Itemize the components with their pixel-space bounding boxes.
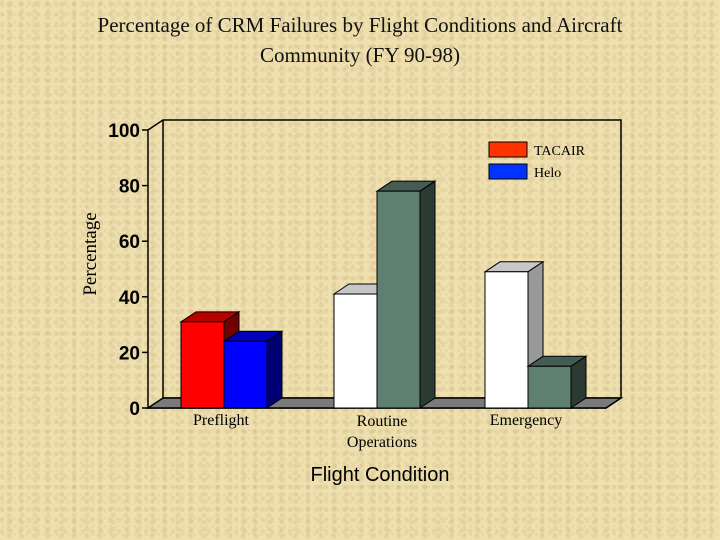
- y-tick-label: 20: [119, 343, 140, 364]
- category-label: Operations: [347, 434, 417, 451]
- bar-front: [484, 271, 529, 409]
- bar-front: [527, 365, 572, 409]
- y-tick-label: 60: [119, 232, 140, 253]
- y-tick-label: 80: [119, 177, 140, 198]
- legend-label: TACAIR: [534, 144, 586, 159]
- chart-title-line-1: Percentage of CRM Failures by Flight Con…: [97, 13, 623, 37]
- bar-helo: [222, 330, 284, 409]
- x-axis-label: Flight Condition: [311, 464, 450, 486]
- chart-title-line-2: Community (FY 90-98): [260, 43, 460, 67]
- y-tick-label: 100: [108, 121, 140, 142]
- legend-swatch: [488, 141, 528, 158]
- category-labels: Preflight Routine Operations Emergency: [193, 412, 562, 451]
- legend: TACAIR Helo: [488, 141, 586, 181]
- category-label: Emergency: [490, 412, 563, 429]
- category-label: Routine: [357, 413, 408, 430]
- legend-swatch: [488, 163, 528, 180]
- legend-label: Helo: [534, 166, 561, 181]
- bar-front: [333, 293, 378, 409]
- bar-helo: [375, 180, 437, 409]
- bar-front: [223, 340, 268, 409]
- y-tick-label: 40: [119, 288, 140, 309]
- y-axis-ticks: 0 20 40 60 80 100: [108, 121, 148, 420]
- bar-front: [180, 321, 225, 409]
- y-axis-label: Percentage: [80, 212, 101, 295]
- bar-helo: [526, 355, 588, 409]
- bar-side: [419, 180, 436, 409]
- y-tick-label: 0: [129, 399, 140, 420]
- category-label: Preflight: [193, 412, 250, 429]
- bar-front: [376, 190, 421, 409]
- chart-title: Percentage of CRM Failures by Flight Con…: [0, 10, 720, 70]
- bar-side: [266, 330, 283, 409]
- bars: [179, 180, 588, 409]
